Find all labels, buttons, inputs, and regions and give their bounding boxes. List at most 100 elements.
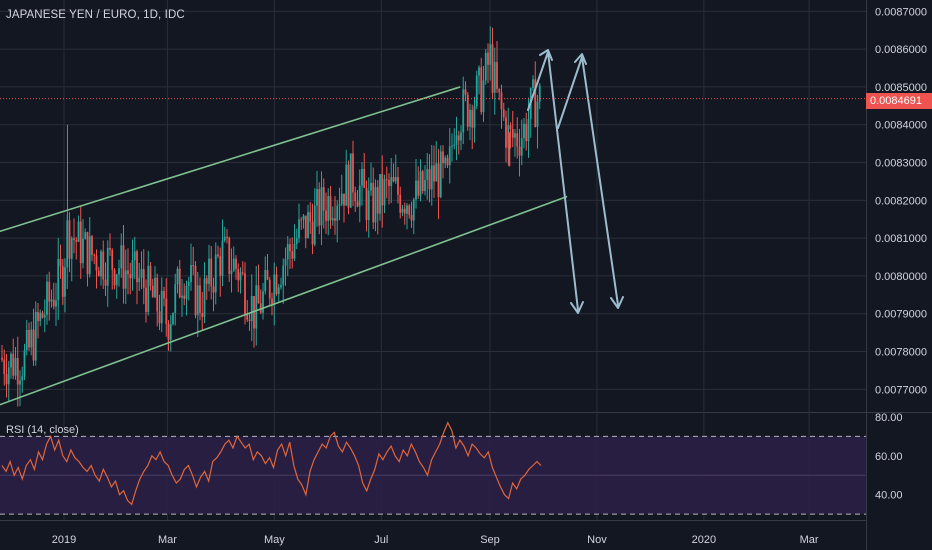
candle-body [93, 254, 96, 257]
y-tick-label: 0.0082000 [875, 195, 927, 207]
candle-body [178, 268, 181, 298]
candle-body [327, 196, 330, 221]
candle-body [505, 117, 507, 148]
candle-body [356, 201, 359, 207]
candle-body [118, 268, 120, 275]
candle-body [325, 210, 327, 221]
candle-body [203, 278, 206, 317]
x-tick-label: Nov [587, 534, 607, 546]
candle-body [399, 194, 402, 213]
candle-body [284, 259, 287, 266]
candle-body [39, 312, 42, 322]
candle-body [55, 300, 57, 307]
candle-body [201, 312, 204, 317]
candle-body [442, 151, 444, 164]
candle-body [88, 236, 91, 275]
candle-body [502, 109, 505, 118]
candle-body [140, 269, 143, 278]
candle-body [343, 193, 345, 206]
x-tick-label: Mar [800, 534, 819, 546]
candle-body [12, 353, 15, 376]
candle-body [367, 190, 370, 221]
candle-body [219, 256, 222, 276]
candle-body [214, 254, 217, 293]
candle-body [311, 221, 314, 245]
y-tick-label: 0.0086000 [875, 44, 927, 56]
candle-body [46, 281, 48, 315]
candle-body [196, 285, 199, 316]
candle-body [28, 329, 30, 348]
rsi-line [1, 421, 542, 506]
candle-body [437, 163, 440, 198]
candle-body [376, 187, 379, 214]
candle-body [210, 258, 213, 287]
rsi-indicator-label[interactable]: RSI (14, close) [6, 424, 79, 436]
candle-body [169, 324, 172, 340]
x-tick-label: 2020 [692, 534, 716, 546]
candle-body [372, 182, 375, 223]
x-tick-label: 2019 [52, 534, 76, 546]
candle-body [415, 180, 417, 200]
candle-body [406, 205, 408, 214]
candle-body [345, 164, 348, 206]
candle-body [109, 247, 111, 250]
candle-body [111, 249, 114, 270]
candle-body [451, 145, 453, 147]
candle-body [136, 251, 138, 283]
candle-body [300, 219, 303, 221]
candle-body [19, 380, 21, 385]
candle-body [25, 329, 28, 351]
candle-body [199, 285, 201, 313]
candle-body [484, 52, 487, 81]
candle-body [183, 295, 186, 299]
candle-body [106, 247, 109, 286]
candle-body [262, 291, 264, 313]
candle-body [496, 62, 498, 89]
candle-body [30, 329, 33, 348]
candle-body [363, 168, 366, 188]
candle-body [264, 270, 267, 292]
candle-body [34, 312, 37, 361]
candle-body [514, 133, 516, 138]
candle-body [518, 146, 521, 156]
candle-body [244, 273, 246, 315]
candle-body [158, 311, 161, 324]
candle-body [172, 312, 174, 325]
lower-channel-line [0, 195, 568, 406]
candle-body [457, 135, 460, 141]
candle-body [176, 268, 179, 285]
candle-body [536, 101, 539, 127]
candle-body [190, 265, 192, 283]
candle-body [91, 236, 93, 255]
candle-body [433, 165, 435, 182]
candle-body [403, 208, 406, 214]
candle-body [235, 258, 237, 269]
projection-arrows [527, 49, 624, 314]
candle-body [293, 243, 296, 259]
candle-body [448, 146, 451, 166]
candle-body [480, 67, 483, 113]
candle-body [538, 85, 541, 102]
candle-body [318, 189, 321, 226]
candle-body [482, 80, 485, 113]
candle-body [426, 169, 429, 181]
candle-body [73, 238, 75, 240]
candle-body [82, 238, 84, 264]
y-tick-label: 0.0081000 [875, 233, 927, 245]
candle-body [358, 185, 361, 207]
candle-body [181, 295, 183, 298]
rsi-tick-label: 60.00 [875, 451, 903, 463]
candle-body [160, 290, 163, 324]
candle-body [232, 258, 235, 271]
candle-body [491, 44, 494, 93]
candle-body [334, 218, 336, 221]
candle-body [365, 187, 368, 221]
candle-body [57, 258, 60, 301]
x-tick-label: Mar [158, 534, 177, 546]
candle-body [97, 270, 100, 277]
candle-body [149, 265, 152, 286]
candle-body [322, 187, 325, 211]
candle-body [291, 251, 294, 259]
